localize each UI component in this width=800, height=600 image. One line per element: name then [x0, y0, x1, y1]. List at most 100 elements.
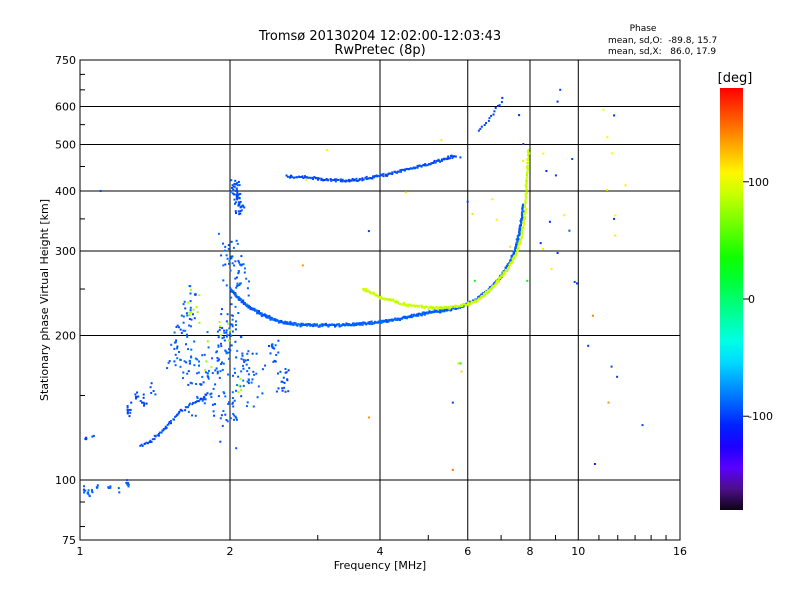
- data-point: [234, 328, 237, 331]
- plot-frame: [79, 59, 681, 541]
- data-point: [422, 164, 425, 167]
- data-point: [440, 159, 443, 162]
- data-point: [353, 322, 356, 325]
- data-point: [268, 314, 271, 317]
- data-point: [369, 292, 372, 295]
- data-point: [217, 395, 220, 398]
- data-point: [188, 402, 191, 405]
- data-point: [225, 284, 228, 287]
- data-point: [222, 391, 225, 394]
- data-point: [149, 439, 152, 442]
- data-point: [486, 289, 489, 292]
- data-point: [396, 319, 399, 321]
- data-point: [185, 406, 188, 409]
- data-point: [252, 405, 255, 408]
- data-point: [606, 188, 608, 191]
- x-tick-label: 10: [571, 545, 585, 558]
- data-point: [510, 262, 513, 264]
- data-point: [305, 178, 308, 181]
- y-tick-label: 300: [55, 245, 76, 258]
- data-point: [480, 293, 483, 296]
- data-point: [539, 242, 542, 245]
- data-point: [525, 178, 528, 181]
- data-point: [286, 321, 289, 324]
- data-point: [232, 292, 235, 294]
- data-point: [237, 210, 240, 213]
- data-point: [234, 324, 237, 326]
- data-point: [228, 401, 231, 404]
- data-point: [404, 191, 407, 194]
- data-point: [326, 324, 328, 327]
- data-point: [173, 360, 176, 363]
- data-point: [229, 191, 232, 193]
- data-point: [420, 313, 423, 316]
- data-point: [277, 387, 280, 390]
- data-point: [522, 222, 525, 225]
- data-point: [281, 380, 284, 383]
- data-point: [328, 323, 331, 326]
- data-point: [304, 175, 306, 178]
- y-tick-label: 750: [55, 54, 76, 67]
- data-point: [380, 320, 383, 323]
- data-point: [142, 393, 145, 396]
- data-point: [345, 323, 348, 326]
- data-point: [355, 322, 358, 325]
- data-point: [482, 295, 485, 298]
- grid-lines: [80, 60, 680, 540]
- data-point: [527, 148, 530, 151]
- data-point: [329, 324, 332, 326]
- data-point: [296, 176, 299, 179]
- data-point: [233, 367, 236, 370]
- data-point: [454, 155, 457, 158]
- data-point: [361, 323, 364, 326]
- data-point: [522, 219, 525, 222]
- data-point: [90, 489, 93, 492]
- data-point: [273, 359, 276, 362]
- data-point: [374, 321, 377, 324]
- data-point: [310, 176, 313, 179]
- data-point: [380, 295, 383, 298]
- data-point: [143, 404, 145, 407]
- data-point: [287, 369, 290, 372]
- data-point: [238, 193, 241, 195]
- data-point: [237, 259, 240, 262]
- data-point: [128, 409, 131, 411]
- data-point: [182, 377, 184, 380]
- data-point: [126, 483, 129, 486]
- data-point: [337, 179, 340, 181]
- data-point: [234, 340, 237, 343]
- data-point: [236, 384, 238, 387]
- data-point: [223, 339, 226, 342]
- data-point: [300, 176, 303, 178]
- data-point: [613, 114, 616, 117]
- data-point: [148, 441, 151, 444]
- data-point: [240, 395, 243, 398]
- data-point: [244, 302, 246, 305]
- data-point: [404, 168, 407, 171]
- data-point: [450, 309, 453, 311]
- data-point: [368, 290, 370, 293]
- data-point: [221, 337, 224, 340]
- data-point: [521, 226, 524, 229]
- data-point: [440, 306, 443, 309]
- data-point: [212, 387, 215, 390]
- data-point: [515, 243, 517, 246]
- data-point: [437, 158, 440, 161]
- data-point: [265, 316, 268, 319]
- data-point: [207, 376, 210, 379]
- data-point: [568, 229, 571, 232]
- data-point: [518, 231, 521, 234]
- data-point: [198, 294, 201, 297]
- data-point: [368, 176, 371, 179]
- data-point: [606, 136, 609, 139]
- data-point: [524, 193, 527, 196]
- data-point: [206, 372, 209, 375]
- data-point: [117, 487, 120, 490]
- data-point: [242, 367, 245, 370]
- data-point: [198, 360, 200, 363]
- data-point: [446, 308, 449, 311]
- data-point: [236, 282, 239, 285]
- data-point: [184, 307, 187, 310]
- data-point: [513, 257, 516, 260]
- data-point: [135, 396, 138, 399]
